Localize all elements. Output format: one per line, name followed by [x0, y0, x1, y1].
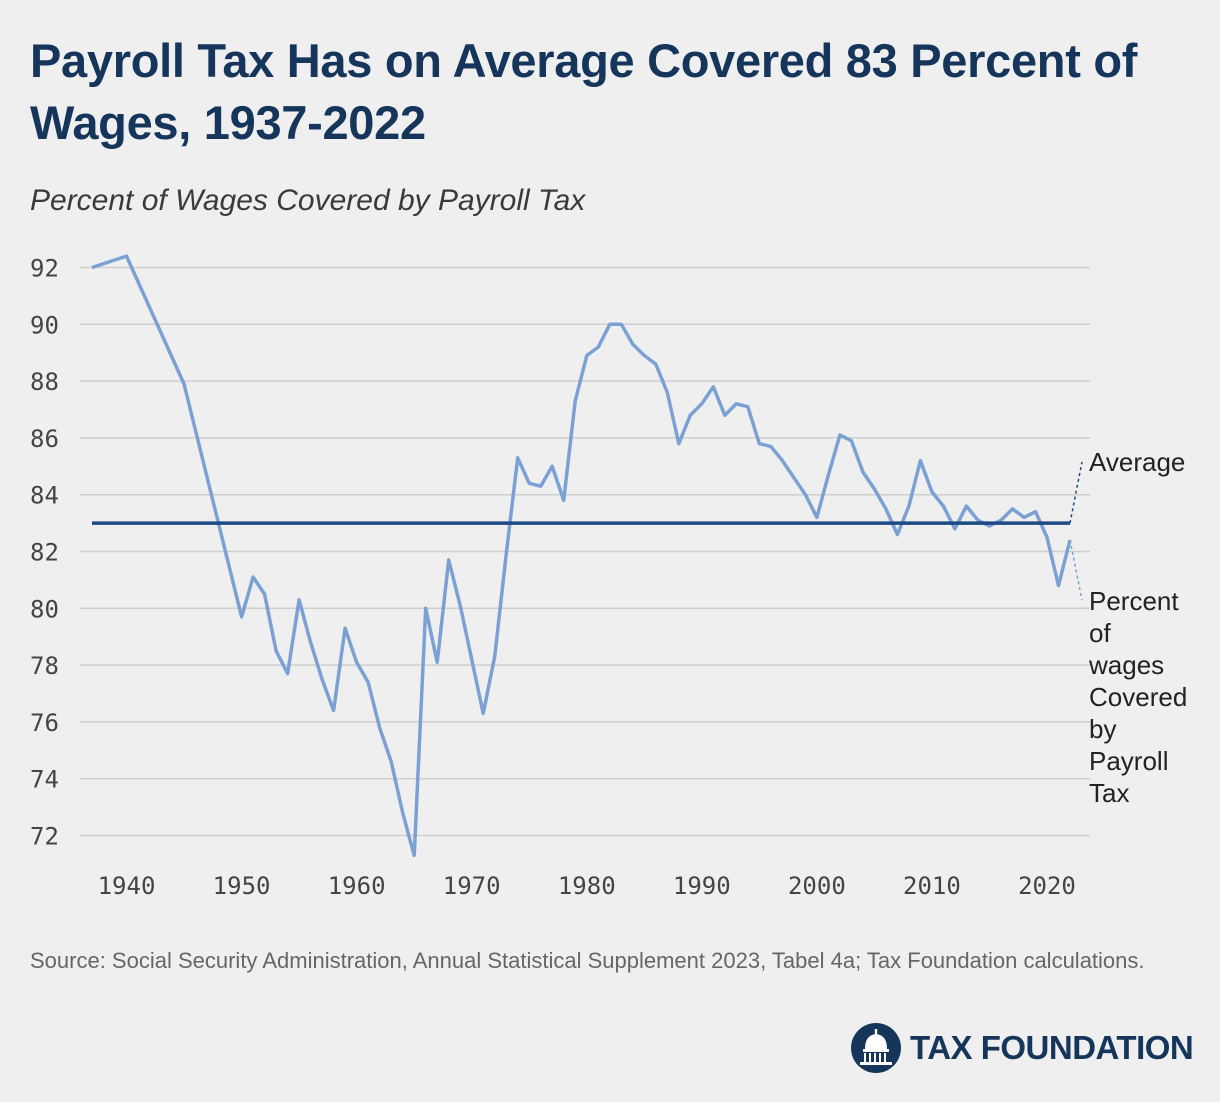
average-label: Average	[1089, 447, 1185, 477]
x-tick-label: 1970	[443, 872, 501, 900]
series-label-line: of	[1089, 618, 1111, 648]
grid-lines	[80, 266, 1090, 837]
series-label-line: Tax	[1089, 778, 1129, 808]
average-leader-line	[1069, 461, 1083, 524]
y-tick-label: 76	[30, 709, 59, 737]
x-tick-label: 2010	[903, 872, 961, 900]
x-tick-label: 1980	[558, 872, 616, 900]
y-tick-label: 82	[30, 539, 59, 567]
x-axis: 1940 1950 1960 1970 1980 1990 2000 2010 2020	[98, 872, 1076, 900]
y-axis: 92 90 88 86 84 82 80 78 76 74 72	[30, 255, 59, 851]
y-tick-label: 80	[30, 595, 59, 623]
brand-name: TAX FOUNDATION	[910, 1029, 1194, 1066]
y-tick-label: 86	[30, 425, 59, 453]
x-tick-label: 1960	[328, 872, 386, 900]
plot-area	[91, 254, 1072, 858]
capitol-dome-icon	[851, 1023, 901, 1073]
series-label-line: wages	[1088, 650, 1164, 680]
y-tick-label: 88	[30, 368, 59, 396]
series-leader-line	[1069, 539, 1083, 601]
source-note: Source: Social Security Administration, …	[30, 948, 1145, 973]
x-tick-label: 1950	[213, 872, 271, 900]
x-tick-label: 2020	[1018, 872, 1076, 900]
series-line-wages-covered	[91, 254, 1072, 858]
series-label-line: by	[1089, 714, 1116, 744]
x-tick-label: 2000	[788, 872, 846, 900]
y-tick-label: 74	[30, 766, 59, 794]
series-label-line: Payroll	[1089, 746, 1168, 776]
tax-foundation-logo: TAX FOUNDATION	[850, 1020, 1194, 1076]
chart-subtitle: Percent of Wages Covered by Payroll Tax	[30, 184, 586, 217]
series-label-line: Percent	[1089, 586, 1179, 616]
y-tick-label: 90	[30, 311, 59, 339]
chart-title: Payroll Tax Has on Average Covered 83 Pe…	[30, 34, 1138, 149]
x-tick-label: 1990	[673, 872, 731, 900]
y-tick-label: 78	[30, 652, 59, 680]
series-label-line: Covered	[1089, 682, 1187, 712]
y-tick-label: 84	[30, 482, 59, 510]
y-tick-label: 92	[30, 255, 59, 283]
y-tick-label: 72	[30, 823, 59, 851]
x-tick-label: 1940	[98, 872, 156, 900]
